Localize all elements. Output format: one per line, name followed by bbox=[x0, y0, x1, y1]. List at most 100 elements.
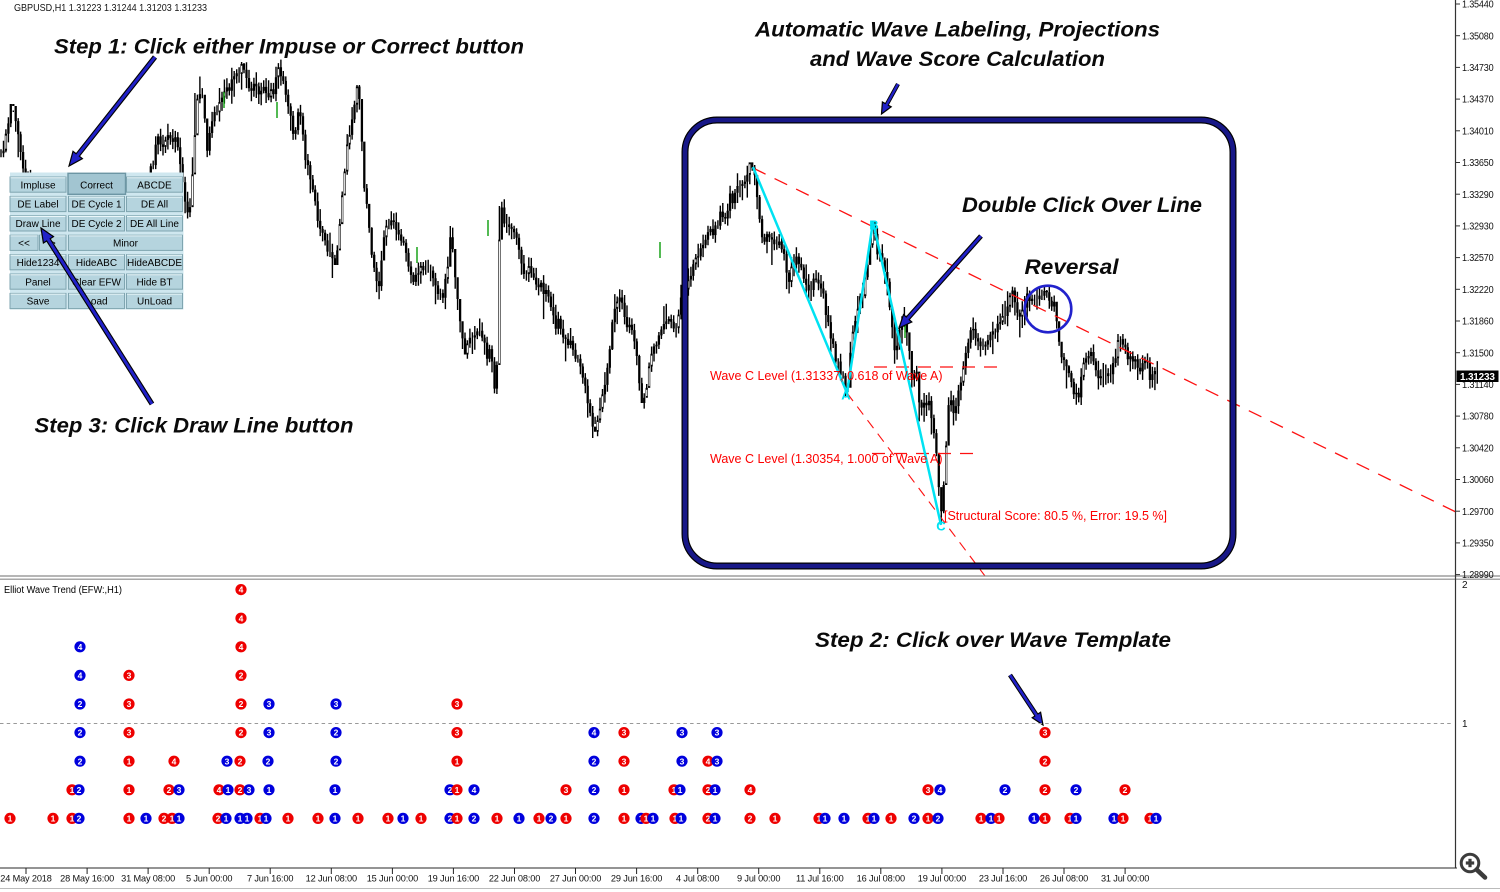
svg-text:3: 3 bbox=[127, 671, 132, 681]
svg-text:26 Jul 08:00: 26 Jul 08:00 bbox=[1040, 874, 1088, 884]
svg-text:2: 2 bbox=[549, 814, 554, 824]
svg-text:1: 1 bbox=[51, 814, 56, 824]
svg-text:1: 1 bbox=[817, 814, 822, 824]
svg-text:2: 2 bbox=[266, 756, 271, 766]
svg-text:3: 3 bbox=[334, 699, 339, 709]
svg-text:2: 2 bbox=[472, 814, 477, 824]
svg-text:1: 1 bbox=[224, 814, 229, 824]
svg-text:2: 2 bbox=[334, 756, 339, 766]
svg-text:1.32220: 1.32220 bbox=[1462, 285, 1494, 296]
svg-text:1: 1 bbox=[333, 814, 338, 824]
svg-text:1: 1 bbox=[419, 814, 424, 824]
svg-text:1: 1 bbox=[1148, 814, 1153, 824]
svg-text:1.34370: 1.34370 bbox=[1462, 95, 1494, 106]
svg-text:1.32930: 1.32930 bbox=[1462, 222, 1494, 233]
svg-text:1: 1 bbox=[979, 814, 984, 824]
svg-text:23 Jul 16:00: 23 Jul 16:00 bbox=[979, 874, 1027, 884]
svg-text:3: 3 bbox=[267, 728, 272, 738]
svg-text:2: 2 bbox=[1462, 580, 1468, 591]
svg-text:3: 3 bbox=[622, 756, 627, 766]
svg-text:HideABC: HideABC bbox=[76, 258, 117, 269]
svg-text:1: 1 bbox=[622, 814, 627, 824]
svg-text:1: 1 bbox=[316, 814, 321, 824]
svg-text:1: 1 bbox=[8, 814, 13, 824]
svg-text:1: 1 bbox=[70, 785, 75, 795]
svg-text:2: 2 bbox=[78, 756, 83, 766]
svg-text:2: 2 bbox=[216, 814, 221, 824]
svg-text:4: 4 bbox=[239, 585, 244, 595]
svg-text:29 Jun 16:00: 29 Jun 16:00 bbox=[611, 874, 662, 884]
svg-text:DE All: DE All bbox=[141, 200, 168, 211]
svg-text:1: 1 bbox=[872, 814, 877, 824]
svg-text:16 Jul 08:00: 16 Jul 08:00 bbox=[857, 874, 905, 884]
svg-text:Double Click Over Line: Double Click Over Line bbox=[962, 194, 1202, 217]
svg-text:1: 1 bbox=[226, 785, 231, 795]
svg-text:1: 1 bbox=[672, 785, 677, 795]
svg-text:3: 3 bbox=[127, 728, 132, 738]
svg-text:2: 2 bbox=[592, 785, 597, 795]
svg-text:1.31233: 1.31233 bbox=[1460, 372, 1495, 383]
svg-text:1: 1 bbox=[673, 814, 678, 824]
svg-text:4: 4 bbox=[239, 642, 244, 652]
svg-text:Reversal: Reversal bbox=[1025, 256, 1120, 279]
svg-text:2: 2 bbox=[334, 728, 339, 738]
svg-text:Save: Save bbox=[27, 297, 50, 308]
svg-text:B: B bbox=[869, 218, 878, 233]
svg-text:2: 2 bbox=[77, 814, 82, 824]
svg-text:1: 1 bbox=[144, 814, 149, 824]
svg-text:3: 3 bbox=[926, 785, 931, 795]
svg-text:3: 3 bbox=[455, 699, 460, 709]
svg-text:3: 3 bbox=[177, 785, 182, 795]
svg-text:1.30420: 1.30420 bbox=[1462, 443, 1494, 454]
svg-text:4 Jul 08:00: 4 Jul 08:00 bbox=[676, 874, 719, 884]
svg-text:3: 3 bbox=[225, 756, 230, 766]
svg-text:3: 3 bbox=[267, 699, 272, 709]
svg-text:2: 2 bbox=[78, 699, 83, 709]
svg-text:Wave C Level (1.31337, 0.618 o: Wave C Level (1.31337, 0.618 of Wave A) bbox=[710, 369, 943, 383]
svg-text:1: 1 bbox=[1043, 814, 1048, 824]
svg-text:1: 1 bbox=[678, 785, 683, 795]
svg-text:1: 1 bbox=[926, 814, 931, 824]
svg-text:1: 1 bbox=[989, 814, 994, 824]
svg-text:Step 2: Click over Wave Templa: Step 2: Click over Wave Template bbox=[815, 629, 1171, 652]
svg-text:1: 1 bbox=[997, 814, 1002, 824]
svg-text:1: 1 bbox=[713, 814, 718, 824]
svg-text:2: 2 bbox=[706, 785, 711, 795]
svg-text:1: 1 bbox=[1068, 814, 1073, 824]
svg-text:2: 2 bbox=[1074, 785, 1079, 795]
svg-text:Wave C Level (1.30354, 1.000 o: Wave C Level (1.30354, 1.000 of Wave A) bbox=[710, 452, 943, 466]
svg-text:1: 1 bbox=[1121, 814, 1126, 824]
svg-text:1: 1 bbox=[401, 814, 406, 824]
svg-text:Hide BT: Hide BT bbox=[136, 277, 172, 288]
svg-text:3: 3 bbox=[622, 728, 627, 738]
svg-text:1.35080: 1.35080 bbox=[1462, 31, 1494, 42]
svg-text:HideABCDE: HideABCDE bbox=[127, 258, 182, 269]
svg-text:Clear EFW: Clear EFW bbox=[72, 277, 121, 288]
svg-text:1: 1 bbox=[356, 814, 361, 824]
svg-text:2: 2 bbox=[167, 785, 172, 795]
svg-text:1: 1 bbox=[177, 814, 182, 824]
svg-text:4: 4 bbox=[78, 671, 83, 681]
svg-text:2: 2 bbox=[78, 728, 83, 738]
svg-text:2: 2 bbox=[592, 814, 597, 824]
svg-text:3: 3 bbox=[680, 728, 685, 738]
svg-text:[Structural Score: 80.5 %, Err: [Structural Score: 80.5 %, Error: 19.5 %… bbox=[944, 509, 1167, 523]
svg-text:4: 4 bbox=[472, 785, 477, 795]
svg-text:2: 2 bbox=[239, 699, 244, 709]
svg-text:Load: Load bbox=[85, 297, 107, 308]
svg-text:4: 4 bbox=[239, 613, 244, 623]
svg-text:1.33650: 1.33650 bbox=[1462, 158, 1494, 169]
svg-text:4: 4 bbox=[592, 728, 597, 738]
svg-text:1.35440: 1.35440 bbox=[1462, 0, 1494, 11]
svg-text:1.34730: 1.34730 bbox=[1462, 63, 1494, 74]
svg-text:DE Cycle 2: DE Cycle 2 bbox=[71, 219, 121, 230]
svg-text:3: 3 bbox=[1043, 728, 1048, 738]
svg-text:1.29700: 1.29700 bbox=[1462, 507, 1494, 518]
svg-text:1.31140: 1.31140 bbox=[1462, 380, 1494, 391]
svg-text:1.31500: 1.31500 bbox=[1462, 348, 1494, 359]
svg-text:2: 2 bbox=[238, 756, 243, 766]
svg-text:Impluse: Impluse bbox=[20, 180, 55, 191]
svg-text:1.34010: 1.34010 bbox=[1462, 126, 1494, 137]
svg-text:DE Cycle 1: DE Cycle 1 bbox=[71, 200, 121, 211]
svg-text:3: 3 bbox=[247, 785, 252, 795]
